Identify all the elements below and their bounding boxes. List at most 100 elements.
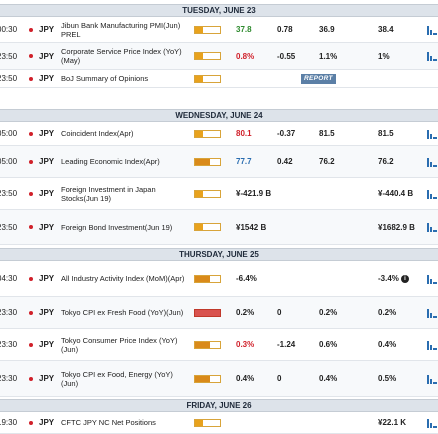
event-deviation: 0 [277, 308, 282, 317]
event-name[interactable]: Tokyo Consumer Price Index (YoY)(Jun) [61, 335, 178, 354]
event-row[interactable]: 23:50 JPY Foreign Bond Investment(Jun 19… [0, 210, 438, 245]
day-header-friday: FRIDAY, JUNE 26 [0, 399, 438, 412]
event-row[interactable]: 19:30 JPY CFTC JPY NC Net Positions ¥22.… [0, 412, 438, 434]
day-header-thursday: THURSDAY, JUNE 25 [0, 248, 438, 261]
event-name[interactable]: Foreign Bond Investment(Jun 19) [61, 222, 173, 232]
event-row[interactable]: 23:50 JPY Foreign Investment in Japan St… [0, 178, 438, 210]
event-time: 04:30 [0, 274, 18, 283]
event-currency: JPY [39, 274, 55, 283]
event-previous: ¥22.1 K [378, 418, 407, 427]
event-previous: 1% [378, 51, 390, 61]
event-currency: JPY [39, 308, 55, 317]
bar-chart-icon[interactable] [426, 156, 438, 168]
event-consensus: 0.6% [319, 340, 338, 349]
event-row[interactable]: 23:30 JPY Tokyo CPI ex Food, Energy (YoY… [0, 361, 438, 397]
event-previous: 0.5% [378, 374, 397, 383]
currency-flag-icon [29, 159, 33, 164]
event-row[interactable]: 23:50 JPY BoJ Summary of Opinions REPORT [0, 70, 438, 88]
event-actual: 0.3% [236, 340, 255, 349]
event-deviation: 0.42 [277, 157, 293, 166]
event-actual: 37.8 [236, 25, 252, 34]
event-time: 19:30 [0, 418, 18, 427]
event-name[interactable]: Tokyo CPI ex Food, Energy (YoY)(Jun) [61, 369, 173, 388]
event-name[interactable]: Foreign Investment in Japan Stocks(Jun 1… [61, 184, 156, 203]
event-time: 23:30 [0, 340, 18, 349]
volatility-bar [194, 25, 221, 34]
currency-flag-icon [29, 54, 33, 58]
event-deviation: -1.24 [277, 340, 296, 349]
currency-flag-icon [29, 191, 33, 196]
event-actual: 80.1 [236, 129, 252, 138]
bar-chart-icon[interactable] [426, 339, 438, 351]
bar-chart-icon[interactable] [426, 188, 438, 200]
volatility-bar [194, 52, 221, 60]
event-previous: -3.4% i [378, 261, 422, 296]
event-deviation: 0.78 [277, 25, 293, 34]
volatility-bar [194, 189, 221, 198]
bar-chart-icon[interactable] [426, 24, 438, 36]
event-name[interactable]: All Industry Activity Index (MoM)(Apr) [61, 274, 185, 283]
event-name[interactable]: Tokyo CPI ex Fresh Food (YoY)(Jun) [61, 308, 184, 317]
currency-flag-icon [29, 131, 33, 136]
event-row[interactable]: 23:30 JPY Tokyo Consumer Price Index (Yo… [0, 329, 438, 361]
event-actual: 0.2% [236, 308, 255, 317]
bar-chart-icon[interactable] [426, 221, 438, 233]
event-name[interactable]: BoJ Summary of Opinions [61, 74, 149, 83]
event-previous: 38.4 [378, 25, 394, 34]
event-actual: 0.4% [236, 374, 255, 383]
bar-chart-icon[interactable] [426, 417, 438, 429]
event-time: 23:50 [0, 222, 18, 232]
currency-flag-icon [29, 276, 33, 281]
event-previous: ¥-440.4 B [378, 189, 414, 198]
volatility-bar [194, 308, 221, 317]
event-consensus: 0.2% [319, 308, 338, 317]
currency-flag-icon [29, 376, 33, 381]
currency-flag-icon [29, 225, 33, 229]
volatility-bar [194, 374, 221, 383]
currency-flag-icon [29, 420, 33, 425]
event-row[interactable]: 04:30 JPY All Industry Activity Index (M… [0, 261, 438, 297]
event-row[interactable]: 05:00 JPY Coincident Index(Apr) 80.1 -0.… [0, 122, 438, 146]
event-name[interactable]: Leading Economic Index(Apr) [61, 157, 160, 166]
event-consensus: 1.1% [319, 51, 338, 61]
event-name[interactable]: CFTC JPY NC Net Positions [61, 418, 156, 427]
event-row[interactable]: 23:30 JPY Tokyo CPI ex Fresh Food (YoY)(… [0, 297, 438, 329]
bar-chart-icon[interactable] [426, 128, 438, 140]
event-deviation: 0 [277, 374, 282, 383]
event-currency: JPY [39, 51, 55, 61]
event-consensus: 36.9 [319, 25, 335, 34]
event-previous: 0.2% [378, 308, 397, 317]
event-time: 05:00 [0, 129, 18, 138]
event-actual: 77.7 [236, 157, 252, 166]
currency-flag-icon [29, 342, 33, 347]
event-currency: JPY [39, 157, 55, 166]
event-consensus: 76.2 [319, 157, 335, 166]
event-name[interactable]: Jibun Bank Manufacturing PMI(Jun) PREL [61, 20, 181, 39]
volatility-bar [194, 74, 221, 83]
bar-chart-icon[interactable] [426, 307, 438, 319]
event-row[interactable]: 23:50 JPY Corporate Service Price Index … [0, 43, 438, 70]
event-deviation: -0.37 [277, 129, 296, 138]
report-badge[interactable]: REPORT [301, 73, 336, 84]
event-previous: 0.4% [378, 340, 397, 349]
volatility-bar [194, 274, 221, 283]
event-previous-value: -3.4% [378, 274, 399, 283]
event-actual: ¥1542 B [236, 222, 267, 232]
event-currency: JPY [39, 222, 55, 232]
bar-chart-icon[interactable] [426, 50, 438, 62]
event-row[interactable]: 05:00 JPY Leading Economic Index(Apr) 77… [0, 146, 438, 178]
event-name[interactable]: Coincident Index(Apr) [61, 129, 134, 138]
info-icon[interactable]: i [400, 274, 409, 283]
event-name[interactable]: Corporate Service Price Index (YoY)(May) [61, 47, 182, 65]
event-currency: JPY [39, 418, 55, 427]
volatility-bar [194, 340, 221, 349]
event-row[interactable]: 00:30 JPY Jibun Bank Manufacturing PMI(J… [0, 17, 438, 43]
event-previous: 81.5 [378, 129, 394, 138]
event-deviation: -0.55 [277, 51, 296, 61]
bar-chart-icon[interactable] [426, 273, 438, 285]
event-currency: JPY [39, 340, 55, 349]
bar-chart-icon[interactable] [426, 373, 438, 385]
event-previous: 76.2 [378, 157, 394, 166]
event-time: 05:00 [0, 157, 18, 166]
